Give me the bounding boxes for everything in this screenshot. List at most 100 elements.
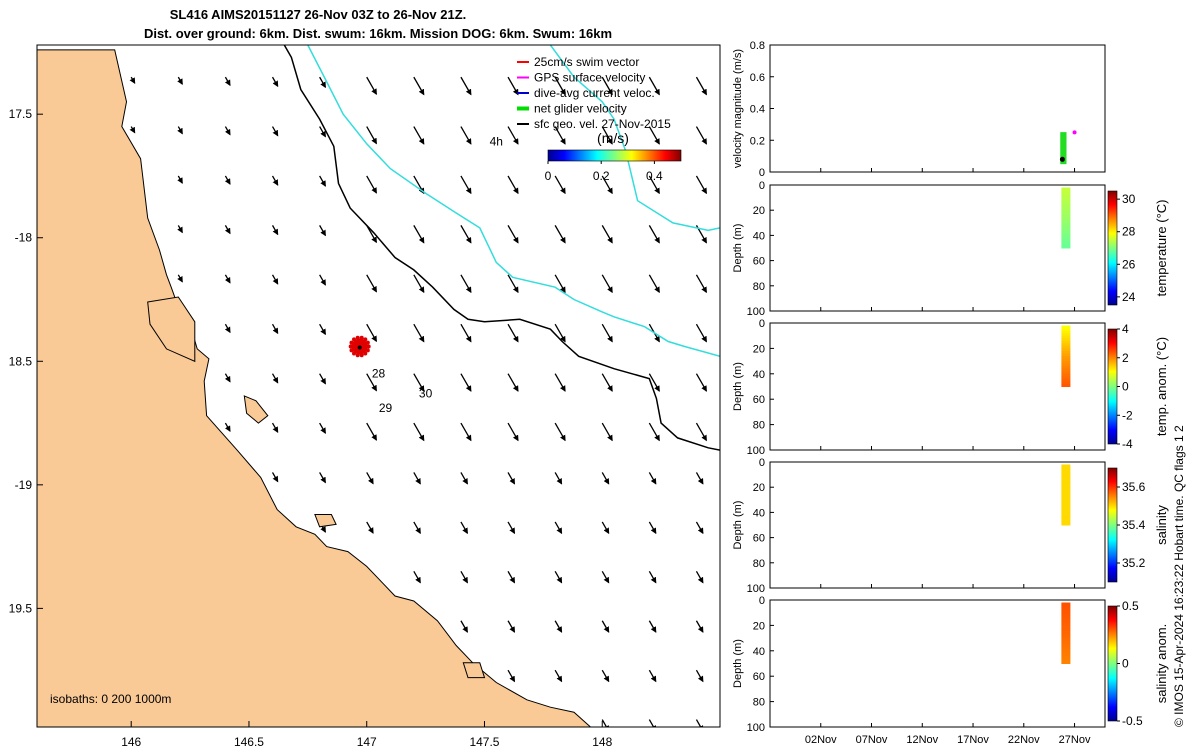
current-vector-arrow [460,472,468,485]
profile-cell [1061,190,1071,194]
current-vector-arrow [413,274,425,294]
island [314,514,337,528]
y-tick-label: 20 [753,205,765,217]
profile-cell [1061,640,1071,644]
current-vector-arrow [695,669,704,683]
profile-cell [1061,627,1071,631]
profile-cell [1061,474,1071,478]
y-tick-label: 0 [759,457,765,469]
current-vector-arrow [507,126,519,145]
panel-frame [769,461,1106,589]
current-vector-arrow [224,274,231,284]
current-vector-arrow [460,225,472,244]
current-vector-arrow [554,76,566,96]
map-x-tick-label: 146 [121,735,141,749]
current-vector-arrow [695,373,707,392]
y-tick-label: 100 [747,722,765,734]
colorbar-tick-label: 28 [1122,225,1136,239]
current-vector-arrow [695,76,707,96]
current-vector-arrow [648,719,657,727]
profile-cell [1061,200,1071,204]
current-vector-arrow [601,422,613,442]
current-vector-arrow [507,373,519,392]
map-y-tick-label: 18.5 [9,354,33,368]
profile-cell [1061,222,1071,226]
profile-cell [1061,366,1071,370]
profile-cell [1061,225,1071,229]
glider-track-point [349,340,354,345]
colorbar-tick-label: -0.5 [1122,714,1143,728]
current-vector-arrow [695,126,707,145]
x-tick-label: 12Nov [906,734,938,746]
profile-cell [1061,499,1071,503]
speed-colorbar-tick-label: 0.2 [593,169,610,183]
y-tick-label: 100 [747,306,765,318]
legend-entry-label: sfc geo. vel. 27-Nov-2015 [534,117,671,131]
profile-cell [1061,612,1071,616]
y-tick-label: 80 [753,281,765,293]
profile-cell [1061,625,1071,629]
profile-cell [1061,617,1071,621]
velocity-point [1059,156,1065,162]
profile-cell [1061,522,1071,526]
current-vector-arrow [554,620,563,633]
current-vector-arrow [413,521,421,535]
panel-y-label: Depth (m) [732,224,744,273]
colorbar-tick-label: 35.4 [1122,518,1146,532]
profile-cell [1061,237,1071,241]
colorbar-tick-label: 0 [1122,380,1129,394]
profile-cell [1061,215,1071,219]
y-tick-label: 100 [747,583,765,595]
current-vector-arrow [507,620,516,633]
y-tick-label: 40 [753,369,765,381]
profile-cell [1061,464,1071,468]
current-vector-arrow [554,274,566,294]
current-vector-arrow [319,126,326,138]
y-tick-label: 0.6 [750,72,765,84]
current-vector-arrow [601,719,610,727]
profile-cell [1061,622,1071,626]
current-vector-arrow [224,225,231,235]
panel-salinity_anomaly: 0 20 40 60 80 100 Depth (m) 02Nov 07Nov 12Nov 17No… [732,595,1169,746]
profile-cell [1061,517,1071,521]
glider-track-point [352,337,356,342]
profile-cell [1061,356,1071,360]
colorbar-label: salinity anom. [1154,624,1169,703]
current-vector-arrow [554,571,563,584]
glider-track-point [359,353,364,358]
current-vector-arrow [601,175,613,195]
glider-track-point [366,344,371,349]
profile-cell [1061,635,1071,639]
colorbar-label: salinity [1154,505,1169,545]
isobath-200m [283,45,720,451]
current-vector-arrow [648,373,660,392]
profile-cell [1061,607,1071,611]
profile-cell [1061,605,1071,609]
current-vector-arrow [413,422,425,442]
profile-cell [1061,220,1071,224]
profile-cell [1061,655,1071,659]
map-frame [36,44,721,728]
profile-cell [1061,325,1071,329]
profile-cell [1061,469,1071,473]
current-vector-arrow [695,521,704,535]
profile-cell [1061,472,1071,476]
current-vector-arrow [271,472,279,483]
profile-cell [1061,361,1071,365]
current-vector-arrow [460,422,472,442]
current-vector-arrow [648,620,657,633]
glider-track-point [348,344,353,349]
panel-y-label: Depth (m) [732,639,744,688]
current-vector-arrow [366,175,377,194]
current-vector-arrow [648,175,660,195]
profile-cell [1061,195,1071,199]
profile-cell [1061,630,1071,634]
glider-position-marker [357,345,362,350]
current-vector-arrow [413,472,421,485]
current-vector-arrow [224,323,231,334]
current-vector-arrow [413,323,425,343]
current-vector-arrow [366,373,377,392]
profile-cell [1061,660,1071,664]
map-x-tick-label: 146.5 [234,735,264,749]
